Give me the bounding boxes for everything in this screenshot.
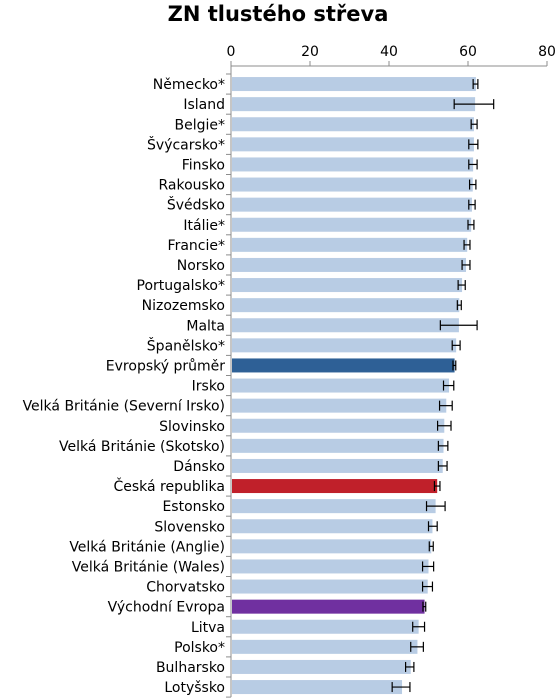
bar — [232, 398, 447, 413]
category-label: Francie* — [168, 238, 225, 254]
category-label: Belgie* — [175, 117, 226, 133]
bar — [232, 77, 476, 92]
bar — [232, 579, 428, 594]
bar — [232, 519, 433, 534]
category-label: Polsko* — [174, 640, 225, 656]
category-label: Litva — [191, 620, 225, 636]
bar — [232, 97, 476, 112]
category-label: Chorvatsko — [146, 580, 225, 596]
category-label: Velká Británie (Anglie) — [69, 539, 225, 555]
bar — [232, 378, 450, 393]
category-label: Velká Británie (Wales) — [72, 559, 225, 575]
category-label: Irsko — [192, 379, 225, 395]
bar — [232, 137, 474, 152]
bar — [232, 217, 472, 232]
x-tick-label: 0 — [227, 44, 236, 60]
category-label: Dánsko — [173, 459, 225, 475]
bar — [232, 177, 473, 192]
category-label: Estonsko — [162, 499, 225, 515]
bar — [232, 318, 459, 333]
bar — [232, 680, 403, 695]
category-label: Velká Británie (Skotsko) — [59, 439, 225, 455]
bar — [232, 278, 463, 293]
bar — [232, 418, 445, 433]
bar — [232, 619, 419, 634]
category-label: Malta — [186, 318, 225, 334]
bar — [232, 298, 460, 313]
category-label: Norsko — [177, 258, 225, 274]
category-label: Švýcarsko* — [147, 135, 225, 153]
bar — [232, 257, 467, 272]
bar — [232, 659, 411, 674]
category-label: Island — [183, 97, 225, 113]
category-label: Nizozemsko — [142, 298, 225, 314]
x-tick-label: 40 — [380, 44, 398, 60]
category-label: Slovinsko — [159, 419, 225, 435]
category-label: Itálie* — [183, 218, 225, 234]
x-tick-label: 60 — [459, 44, 477, 60]
category-label: Německo* — [153, 77, 225, 93]
bar — [232, 479, 438, 494]
bar — [232, 237, 468, 252]
category-label: Východní Evropa — [108, 600, 225, 616]
bar — [232, 559, 429, 574]
category-label: Slovensko — [154, 519, 225, 535]
category-label: Bulharsko — [156, 660, 225, 676]
chart-title: ZN tlustého střeva — [167, 2, 389, 26]
bar — [232, 117, 474, 132]
category-label: Lotyšsko — [164, 680, 225, 696]
category-label: Evropský průměr — [106, 358, 225, 374]
x-tick-label: 20 — [301, 44, 319, 60]
category-label: Velká Británie (Severní Irsko) — [23, 399, 225, 415]
bar — [232, 539, 432, 554]
x-tick-label: 80 — [538, 44, 556, 60]
category-label: Rakousko — [158, 178, 225, 194]
bar — [232, 157, 474, 172]
bar — [232, 338, 457, 353]
category-label: Španělsko* — [147, 336, 225, 354]
category-label: Švédsko — [167, 196, 225, 214]
bar — [232, 499, 436, 514]
category-label: Portugalsko* — [137, 278, 225, 294]
category-label: Finsko — [182, 157, 225, 173]
bar — [232, 197, 472, 212]
bar — [232, 599, 425, 614]
bar — [232, 639, 418, 654]
bar — [232, 458, 443, 473]
category-label: Česká republika — [113, 477, 225, 495]
bar — [232, 438, 444, 453]
bar — [232, 358, 455, 373]
